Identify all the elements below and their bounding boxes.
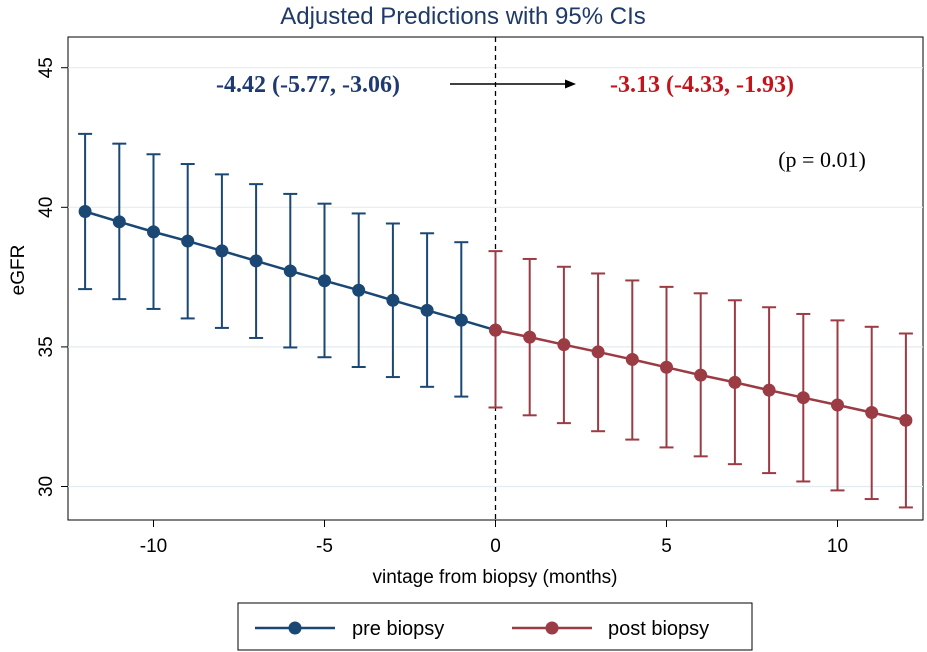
data-point [523,330,537,344]
data-point [112,215,126,229]
y-tick-label: 40 [36,197,57,218]
legend-marker-pre [288,621,302,635]
data-point [625,352,639,366]
y-tick-label: 35 [36,336,57,357]
series-post-biopsy [488,250,913,509]
data-point [899,413,913,427]
series [78,132,913,509]
x-tick-label: 5 [661,536,672,557]
x-tick-label: 10 [827,536,848,557]
data-point [796,391,810,405]
y-tick-label: 45 [36,57,57,78]
data-point [831,398,844,412]
data-point [489,323,502,337]
p-value-annotation: (p = 0.01) [778,147,866,172]
legend-item-pre-biopsy: pre biopsy [255,618,444,640]
y-axis-label: eGFR [8,245,29,296]
legend: pre biopsy post biopsy [237,602,753,651]
chart-title: Adjusted Predictions with 95% CIs [280,3,646,30]
arrow [450,79,576,89]
legend-item-post-biopsy: post biopsy [512,618,709,640]
data-point [557,338,571,352]
data-point [147,225,160,239]
data-point [591,345,605,359]
data-point [420,303,434,317]
legend-label-pre: pre biopsy [352,618,444,640]
data-point [660,360,673,374]
pre-estimate-annotation: -4.42 (-5.77, -3.06) [216,72,400,98]
y-tick-label: 30 [36,476,57,497]
data-point [181,234,195,248]
data-point [728,375,742,389]
series-pre-biopsy [78,132,502,398]
legend-marker-post [545,621,559,635]
x-tick-label: 0 [490,536,501,557]
x-tick-label: -10 [140,536,167,557]
x-tick-label: -5 [316,536,333,557]
data-point [249,254,263,268]
data-point [352,283,366,297]
data-point [762,383,776,397]
data-point [865,406,879,420]
data-point [386,293,400,307]
data-point [78,204,92,218]
x-axis-label: vintage from biopsy (months) [373,567,618,588]
data-point [283,264,297,278]
legend-label-post: post biopsy [608,618,709,640]
data-point [318,274,331,288]
axes: 30 35 40 45 -10 -5 0 5 10 [36,57,848,557]
data-point [694,368,708,382]
data-point [215,244,229,258]
post-estimate-annotation: -3.13 (-4.33, -1.93) [610,72,794,98]
data-point [454,313,468,327]
